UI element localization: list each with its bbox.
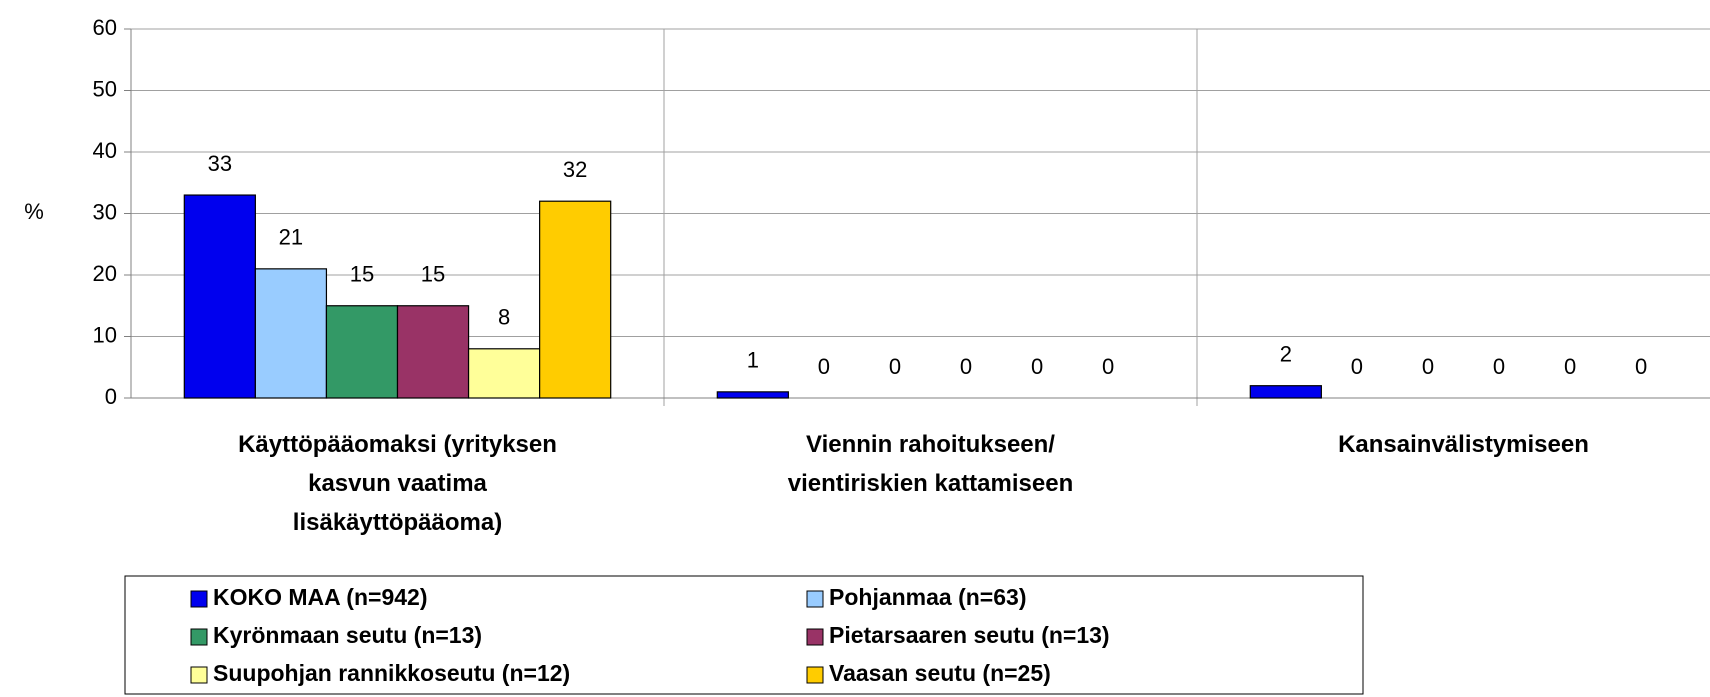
x-tick-label: Kansainvälistymiseen <box>1338 431 1589 458</box>
legend-swatch <box>190 628 208 646</box>
legend-label: KOKO MAA (n=942) <box>213 584 427 610</box>
bar <box>183 194 256 399</box>
y-tick-label: 0 <box>105 384 117 409</box>
data-label: 0 <box>1635 354 1647 379</box>
y-axis-label: % <box>24 199 44 224</box>
data-label: 0 <box>1102 354 1114 379</box>
y-tick-label: 50 <box>93 76 117 101</box>
bar <box>467 348 541 399</box>
data-label: 0 <box>1564 354 1576 379</box>
data-label: 0 <box>1422 354 1434 379</box>
data-label: 1 <box>747 348 759 373</box>
x-tick-label-line: Kansainvälistymiseen <box>1338 431 1589 458</box>
y-tick-label: 10 <box>93 322 117 347</box>
data-label: 0 <box>889 354 901 379</box>
data-label: 15 <box>350 262 374 287</box>
data-label: 15 <box>421 262 445 287</box>
data-label: 21 <box>279 225 303 250</box>
y-tick-label: 40 <box>93 138 117 163</box>
y-tick-label: 20 <box>93 261 117 286</box>
x-tick-label: Viennin rahoitukseen/vientiriskien katta… <box>788 431 1073 497</box>
y-tick-label: 60 <box>93 15 117 40</box>
bar <box>396 305 470 399</box>
x-tick-label-line: Viennin rahoitukseen/ <box>806 431 1055 458</box>
legend-label: Suupohjan rannikkoseutu (n=12) <box>213 660 570 686</box>
x-tick-label-line: lisäkäyttöpääoma) <box>293 509 502 536</box>
legend-swatch <box>190 666 208 684</box>
data-label: 8 <box>498 305 510 330</box>
bar <box>716 391 789 399</box>
legend-swatch <box>190 590 208 608</box>
data-label: 0 <box>1031 354 1043 379</box>
data-label: 2 <box>1280 342 1292 367</box>
x-tick-label-line: kasvun vaatima <box>308 470 487 497</box>
legend-label: Pohjanmaa (n=63) <box>829 584 1026 610</box>
legend-box <box>124 575 1364 695</box>
bar <box>1249 385 1322 399</box>
data-label: 0 <box>1351 354 1363 379</box>
bar <box>254 268 328 399</box>
legend-swatch <box>806 628 824 646</box>
x-tick-label: Käyttöpääomaksi (yrityksen kasvun vaatima… <box>238 431 557 536</box>
y-tick-label: 30 <box>93 199 117 224</box>
data-label: 0 <box>1493 354 1505 379</box>
legend-label: Pietarsaaren seutu (n=13) <box>829 622 1110 648</box>
data-label: 33 <box>208 151 232 176</box>
legend-label: Kyrönmaan seutu (n=13) <box>213 622 482 648</box>
bar <box>539 200 612 399</box>
data-label: 32 <box>563 157 587 182</box>
bar <box>325 305 399 399</box>
legend-label: Vaasan seutu (n=25) <box>829 660 1051 686</box>
legend-swatch <box>806 666 824 684</box>
data-label: 0 <box>818 354 830 379</box>
x-tick-label-line: vientiriskien kattamiseen <box>788 470 1073 497</box>
x-tick-label-line: Käyttöpääomaksi (yrityksen <box>238 431 557 458</box>
legend-swatch <box>806 590 824 608</box>
data-label: 0 <box>960 354 972 379</box>
